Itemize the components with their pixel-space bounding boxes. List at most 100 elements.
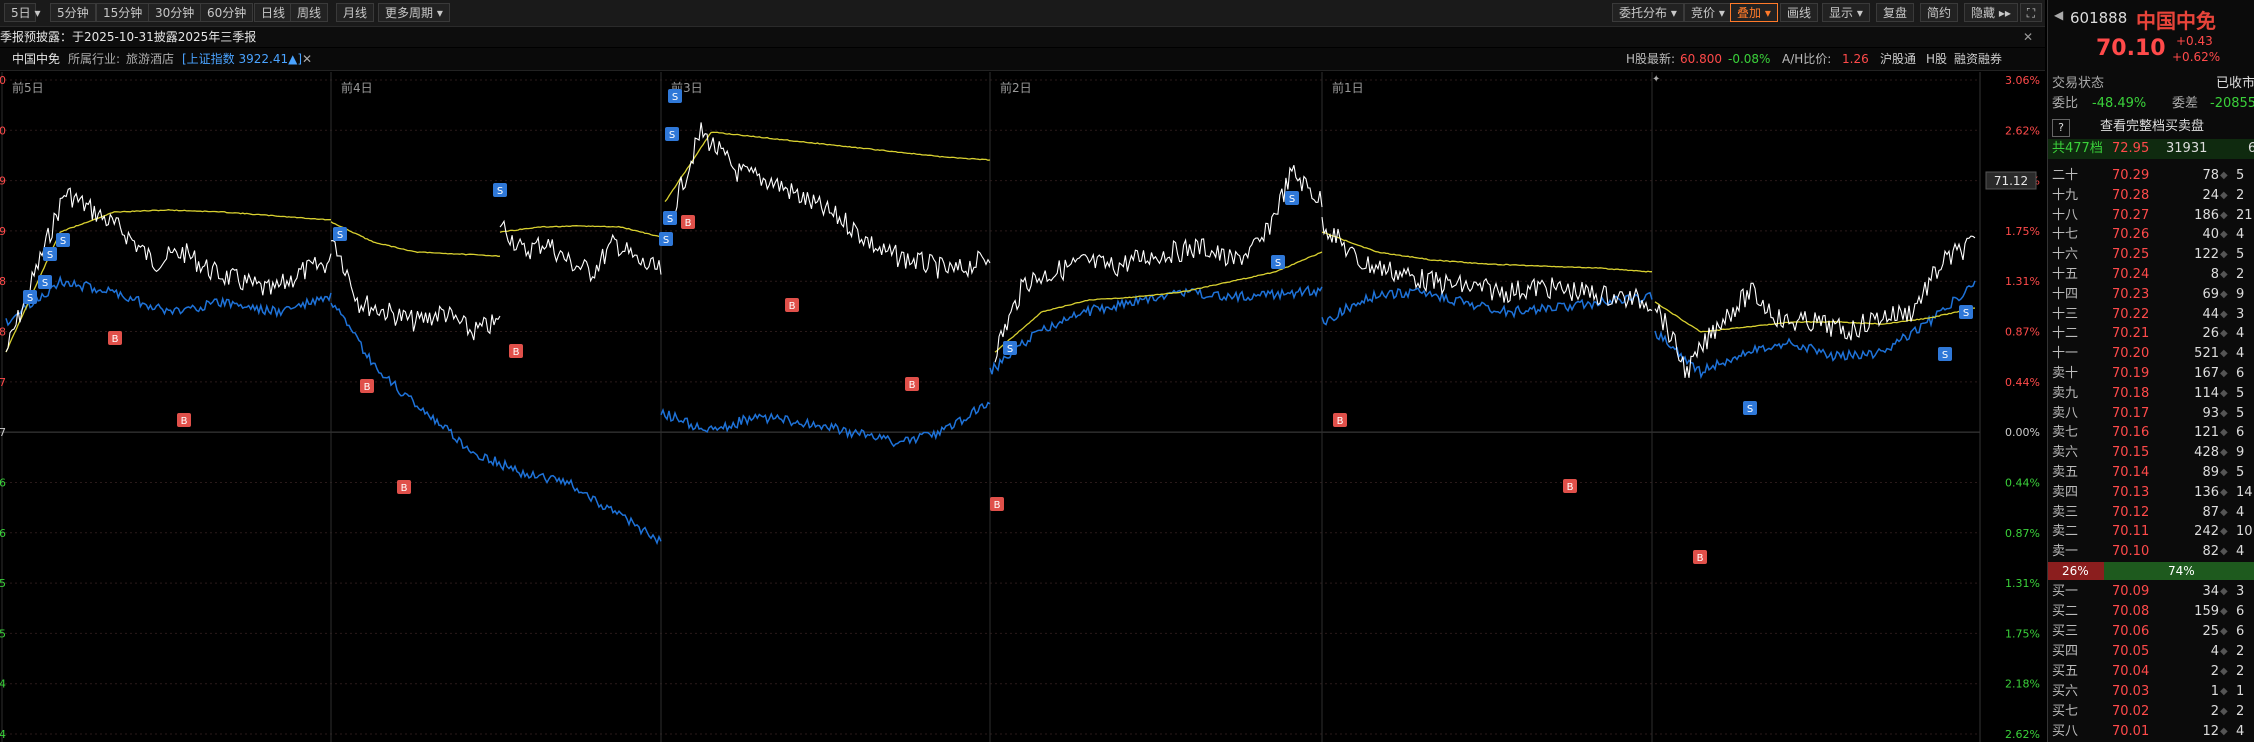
draw-line-button[interactable]: 画线 bbox=[1780, 3, 1819, 22]
sell-level-row[interactable]: 十七 70.26 40 ◆ 4 bbox=[2048, 225, 2254, 245]
buy-signal-badge[interactable] bbox=[905, 377, 919, 391]
sell-level-row[interactable]: 十二 70.21 26 ◆ 4 bbox=[2048, 324, 2254, 344]
sell-level-row[interactable]: 卖五 70.14 89 ◆ 5 bbox=[2048, 463, 2254, 483]
simple-button[interactable]: 简约 bbox=[1920, 3, 1959, 22]
sell-signal-badge[interactable] bbox=[1743, 401, 1757, 415]
sell-signal-badge[interactable] bbox=[43, 247, 57, 261]
order-distribution-button[interactable]: 委托分布 ▾ bbox=[1612, 3, 1684, 22]
sell-level-row[interactable]: 十五 70.24 8 ◆ 2 bbox=[2048, 265, 2254, 285]
level-price[interactable]: 70.08 bbox=[2112, 604, 2150, 619]
period-30min-button[interactable]: 30分钟 bbox=[148, 3, 202, 22]
sell-signal-badge[interactable] bbox=[23, 290, 37, 304]
buy-level-row[interactable]: 买六 70.03 1 ◆ 1 bbox=[2048, 682, 2254, 702]
buy-signal-badge[interactable] bbox=[1693, 550, 1707, 564]
period-monthly-button[interactable]: 月线 bbox=[336, 3, 375, 22]
sell-level-row[interactable]: 卖四 70.13 136 ◆ 14 bbox=[2048, 483, 2254, 503]
level-price[interactable]: 70.02 bbox=[2112, 704, 2150, 719]
prev-stock-icon[interactable]: ◀ bbox=[2054, 8, 2064, 22]
sell-level-row[interactable]: 十六 70.25 122 ◆ 5 bbox=[2048, 245, 2254, 265]
sell-level-row[interactable]: 卖三 70.12 87 ◆ 4 bbox=[2048, 503, 2254, 523]
level-price[interactable]: 70.14 bbox=[2112, 465, 2150, 480]
margin-trading-link[interactable]: 融资融券 bbox=[1954, 52, 2003, 66]
buy-level-row[interactable]: 买四 70.05 4 ◆ 2 bbox=[2048, 642, 2254, 662]
buy-signal-badge[interactable] bbox=[785, 298, 799, 312]
sell-level-row[interactable]: 卖二 70.11 242 ◆ 10 bbox=[2048, 522, 2254, 542]
sell-level-row[interactable]: 二十 70.29 78 ◆ 5 bbox=[2048, 166, 2254, 186]
period-daily-button[interactable]: 日线 bbox=[254, 3, 293, 22]
sell-signal-badge[interactable] bbox=[663, 211, 677, 225]
level-price[interactable]: 70.17 bbox=[2112, 405, 2150, 421]
full-depth-link[interactable]: 查看完整档买卖盘 bbox=[2100, 119, 2205, 134]
sell-signal-badge[interactable] bbox=[659, 232, 673, 246]
level-price[interactable]: 70.09 bbox=[2112, 584, 2150, 599]
fullscreen-icon[interactable]: ⛶ bbox=[2020, 3, 2042, 22]
level-price[interactable]: 70.06 bbox=[2112, 624, 2150, 639]
level-price[interactable]: 70.13 bbox=[2112, 484, 2150, 500]
level-price[interactable]: 70.23 bbox=[2112, 286, 2150, 302]
industry-link[interactable]: 旅游酒店 bbox=[126, 52, 175, 66]
replay-button[interactable]: 复盘 bbox=[1876, 3, 1915, 22]
level-price[interactable]: 70.24 bbox=[2112, 267, 2150, 282]
buy-level-row[interactable]: 买一 70.09 34 ◆ 3 bbox=[2048, 582, 2254, 602]
help-icon[interactable]: ? bbox=[2052, 119, 2070, 137]
buy-signal-badge[interactable] bbox=[509, 344, 523, 358]
buy-signal-badge[interactable] bbox=[1333, 413, 1347, 427]
sell-level-row[interactable]: 卖九 70.18 114 ◆ 5 bbox=[2048, 384, 2254, 404]
sell-signal-badge[interactable] bbox=[56, 233, 70, 247]
buy-signal-badge[interactable] bbox=[1563, 479, 1577, 493]
buy-signal-badge[interactable] bbox=[681, 215, 695, 229]
sell-level-row[interactable]: 十一 70.20 521 ◆ 4 bbox=[2048, 344, 2254, 364]
period-more-button[interactable]: 更多周期 ▾ bbox=[378, 3, 450, 22]
buy-level-row[interactable]: 买七 70.02 2 ◆ 2 bbox=[2048, 702, 2254, 722]
sell-signal-badge[interactable] bbox=[1959, 305, 1973, 319]
sell-signal-badge[interactable] bbox=[1938, 347, 1952, 361]
sell-signal-badge[interactable] bbox=[1003, 341, 1017, 355]
level-price[interactable]: 70.05 bbox=[2112, 644, 2150, 659]
sell-level-row[interactable]: 卖六 70.15 428 ◆ 9 bbox=[2048, 443, 2254, 463]
level-price[interactable]: 70.22 bbox=[2112, 306, 2150, 322]
h-share-link[interactable]: H股 bbox=[1926, 52, 1948, 66]
sell-signal-badge[interactable] bbox=[333, 227, 347, 241]
buy-level-row[interactable]: 买五 70.04 2 ◆ 2 bbox=[2048, 662, 2254, 682]
level-price[interactable]: 70.29 bbox=[2112, 168, 2150, 183]
sell-level-row[interactable]: 卖十 70.19 167 ◆ 6 bbox=[2048, 364, 2254, 384]
level-price[interactable]: 70.16 bbox=[2112, 425, 2150, 441]
display-button[interactable]: 显示 ▾ bbox=[1822, 3, 1870, 22]
sell-level-row[interactable]: 十四 70.23 69 ◆ 9 bbox=[2048, 285, 2254, 305]
level-price[interactable]: 70.19 bbox=[2112, 366, 2150, 381]
period-weekly-button[interactable]: 周线 bbox=[290, 3, 329, 22]
buy-signal-badge[interactable] bbox=[397, 480, 411, 494]
connect-link[interactable]: 沪股通 bbox=[1880, 52, 1917, 66]
level-price[interactable]: 70.18 bbox=[2112, 385, 2150, 401]
sell-signal-badge[interactable] bbox=[38, 275, 52, 289]
level-price[interactable]: 70.12 bbox=[2112, 504, 2150, 520]
sell-level-row[interactable]: 十九 70.28 24 ◆ 2 bbox=[2048, 186, 2254, 206]
sell-level-row[interactable]: 十三 70.22 44 ◆ 3 bbox=[2048, 305, 2254, 325]
buy-level-row[interactable]: 买二 70.08 159 ◆ 6 bbox=[2048, 602, 2254, 622]
sell-signal-badge[interactable] bbox=[1271, 255, 1285, 269]
buy-level-row[interactable]: 买八 70.01 12 ◆ 4 bbox=[2048, 722, 2254, 742]
sell-signal-badge[interactable] bbox=[665, 127, 679, 141]
overlay-button[interactable]: 叠加 ▾ bbox=[1730, 3, 1778, 22]
level-price[interactable]: 70.28 bbox=[2112, 187, 2150, 203]
level-price[interactable]: 70.21 bbox=[2112, 326, 2150, 342]
sell-signal-badge[interactable] bbox=[493, 183, 507, 197]
level-price[interactable]: 70.10 bbox=[2112, 544, 2150, 560]
buy-signal-badge[interactable] bbox=[108, 331, 122, 345]
overlay-index-label[interactable]: [上证指数 3922.41▲] bbox=[182, 52, 303, 66]
level-price[interactable]: 70.11 bbox=[2112, 524, 2150, 540]
full-depth-row[interactable]: ? 查看完整档买卖盘 bbox=[2048, 117, 2254, 139]
level-price[interactable]: 70.25 bbox=[2112, 247, 2150, 263]
sell-level-row[interactable]: 卖七 70.16 121 ◆ 6 bbox=[2048, 423, 2254, 443]
auction-button[interactable]: 竞价 ▾ bbox=[1684, 3, 1732, 22]
sell-signal-badge[interactable] bbox=[1285, 191, 1299, 205]
level-price[interactable]: 70.01 bbox=[2112, 724, 2150, 739]
close-banner-icon[interactable]: ✕ bbox=[2022, 30, 2033, 44]
period-5min-button[interactable]: 5分钟 bbox=[50, 3, 96, 22]
level-price[interactable]: 70.15 bbox=[2112, 445, 2150, 461]
period-15min-button[interactable]: 15分钟 bbox=[96, 3, 150, 22]
level-price[interactable]: 70.03 bbox=[2112, 684, 2150, 699]
buy-level-row[interactable]: 买三 70.06 25 ◆ 6 bbox=[2048, 622, 2254, 642]
sell-signal-badge[interactable] bbox=[668, 89, 682, 103]
